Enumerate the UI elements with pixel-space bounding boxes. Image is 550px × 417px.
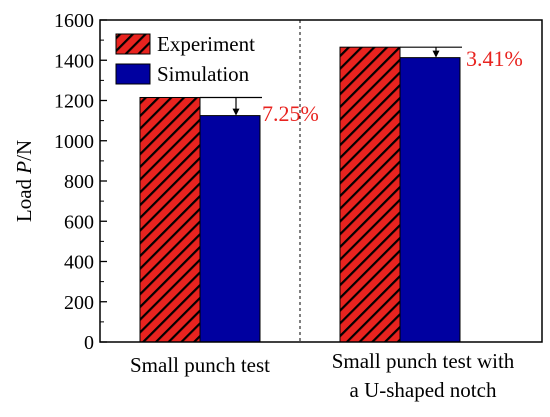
category-label-2-line1: Small punch test with	[332, 349, 515, 373]
y-tick-label: 1400	[54, 50, 94, 72]
legend-label-experiment: Experiment	[157, 32, 255, 56]
bar-experiment-2	[339, 46, 401, 343]
plot-frame	[99, 19, 543, 343]
y-tick-label: 1600	[54, 10, 94, 32]
legend-label-simulation: Simulation	[157, 62, 250, 86]
legend: Experiment Simulation	[115, 32, 255, 86]
category-label-1-line1: Small punch test	[130, 353, 270, 377]
difference-arrow-head	[432, 50, 440, 58]
bar-experiment-1	[139, 96, 201, 343]
annotation-diff-1: 7.25%	[262, 101, 319, 126]
y-tick-label: 600	[64, 211, 94, 233]
annotation-diff-2: 3.41%	[466, 46, 523, 71]
legend-swatch-experiment	[115, 33, 151, 55]
bar-simulation-1	[199, 115, 261, 343]
y-axis-label-var: P	[12, 161, 36, 175]
plot-area: 0 200 400 600 800 1000 1200 1400 1600	[54, 10, 543, 354]
y-axis-label-unit: /N	[12, 140, 36, 161]
y-tick-label: 0	[84, 332, 94, 354]
y-axis-label-text: Load	[12, 178, 36, 222]
y-axis-label: Load P/N	[12, 140, 36, 222]
legend-swatch-simulation	[115, 63, 151, 85]
y-tick-label: 1000	[54, 131, 94, 153]
difference-arrow-head	[232, 108, 240, 116]
y-tick-label: 1200	[54, 91, 94, 113]
y-tick-label: 800	[64, 171, 94, 193]
y-tick-label: 200	[64, 292, 94, 314]
y-tick-label: 400	[64, 252, 94, 274]
category-label-2-line2: a U-shaped notch	[350, 378, 497, 402]
bar-simulation-2	[399, 57, 461, 343]
